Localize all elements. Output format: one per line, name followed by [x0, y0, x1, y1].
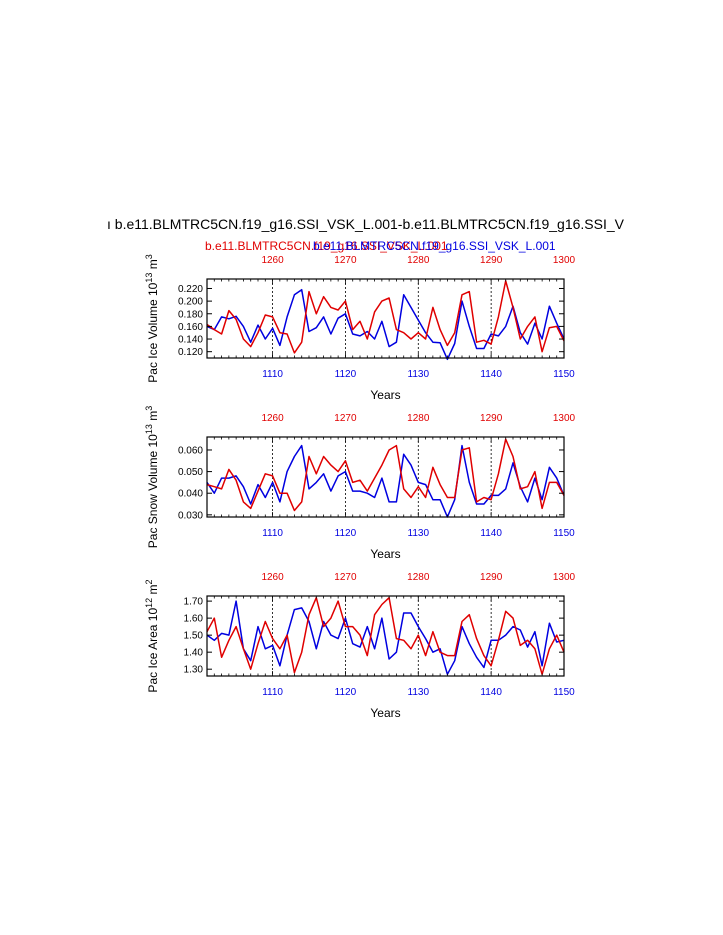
- xtick-label-top: 1270: [334, 572, 357, 583]
- series-line-red: [206, 596, 565, 676]
- ytick-label: 1.40: [184, 648, 204, 659]
- xtick-label-top: 1290: [480, 413, 503, 424]
- ytick-label: 0.120: [178, 347, 203, 358]
- xtick-label-bottom: 1110: [262, 687, 283, 698]
- x-axis-label: Years: [370, 547, 400, 561]
- xtick-label-bottom: 1150: [553, 369, 575, 380]
- series-line-blue: [206, 444, 565, 518]
- plot-frame: [206, 436, 565, 518]
- xtick-label-bottom: 1110: [262, 528, 283, 539]
- xtick-label-bottom: 1120: [335, 369, 357, 380]
- series-line-red: [206, 438, 565, 512]
- xtick-label-top: 1290: [480, 572, 503, 583]
- ytick-label: 0.060: [178, 445, 203, 456]
- ytick-label: 0.030: [178, 510, 203, 521]
- series-line-blue: [206, 600, 565, 676]
- ytick-label: 0.180: [178, 309, 203, 320]
- y-axis-label: Pac Ice Area 1012 m2: [144, 579, 160, 692]
- ytick-label: 1.70: [184, 597, 204, 608]
- xtick-label-bottom: 1130: [408, 687, 430, 698]
- plot-frame: [206, 595, 565, 677]
- ytick-label: 0.140: [178, 335, 203, 346]
- y-axis-label: Pac Ice Volume 1013 m3: [144, 254, 160, 382]
- xtick-label-bottom: 1140: [480, 528, 502, 539]
- xtick-label-bottom: 1120: [335, 528, 357, 539]
- series-line-blue: [206, 288, 565, 361]
- ytick-label: 1.30: [184, 665, 204, 676]
- xtick-label-bottom: 1140: [480, 687, 502, 698]
- xtick-label-top: 1300: [553, 255, 576, 266]
- plot-frame: [206, 278, 565, 359]
- chart-panel-2: 0.030 0.040 0.050 0.060 1110 1120 1130 1140 1150…: [144, 406, 576, 561]
- xtick-label-bottom: 1130: [408, 528, 430, 539]
- xtick-label-bottom: 1130: [408, 369, 430, 380]
- ytick-label: 0.220: [178, 284, 203, 295]
- xtick-label-top: 1290: [480, 255, 503, 266]
- xtick-label-bottom: 1140: [480, 369, 502, 380]
- subtitle-blue: b.e11.BLMTRC5CN.f19_g16.SSI_VSK_L.001: [313, 239, 556, 253]
- ytick-label: 1.60: [184, 614, 204, 625]
- xtick-label-top: 1280: [407, 572, 430, 583]
- xtick-label-top: 1280: [407, 255, 430, 266]
- xtick-label-bottom: 1120: [335, 687, 357, 698]
- xtick-label-bottom: 1150: [553, 528, 575, 539]
- xtick-label-top: 1280: [407, 413, 430, 424]
- xtick-label-top: 1270: [334, 255, 357, 266]
- ytick-label: 1.50: [184, 631, 204, 642]
- subtitle-red: b.e11.BLMTRC5CN.f19_g16.SSI_VSK_L.001: [205, 239, 448, 253]
- ytick-label: 0.200: [178, 297, 203, 308]
- xtick-label-top: 1300: [553, 572, 576, 583]
- x-axis-label: Years: [370, 706, 400, 720]
- x-axis-label: Years: [370, 388, 400, 402]
- xtick-label-top: 1270: [334, 413, 357, 424]
- xtick-label-bottom: 1150: [553, 687, 575, 698]
- xtick-label-top: 1260: [261, 413, 284, 424]
- xtick-label-top: 1260: [261, 572, 284, 583]
- main-title: ı b.e11.BLMTRC5CN.f19_g16.SSI_VSK_L.001-…: [107, 216, 625, 232]
- ytick-label: 0.040: [178, 489, 203, 500]
- ytick-label: 0.050: [178, 467, 203, 478]
- y-axis-label: Pac Snow Volume 1013 m3: [144, 406, 160, 548]
- series-line-red: [206, 280, 565, 354]
- chart-panel-3: 1.30 1.40 1.50 1.60 1.70 1110 1120 1130 1140 1150…: [144, 572, 576, 720]
- xtick-label-bottom: 1110: [262, 369, 283, 380]
- ytick-label: 0.160: [178, 322, 203, 333]
- xtick-label-top: 1260: [261, 255, 284, 266]
- xtick-label-top: 1300: [553, 413, 576, 424]
